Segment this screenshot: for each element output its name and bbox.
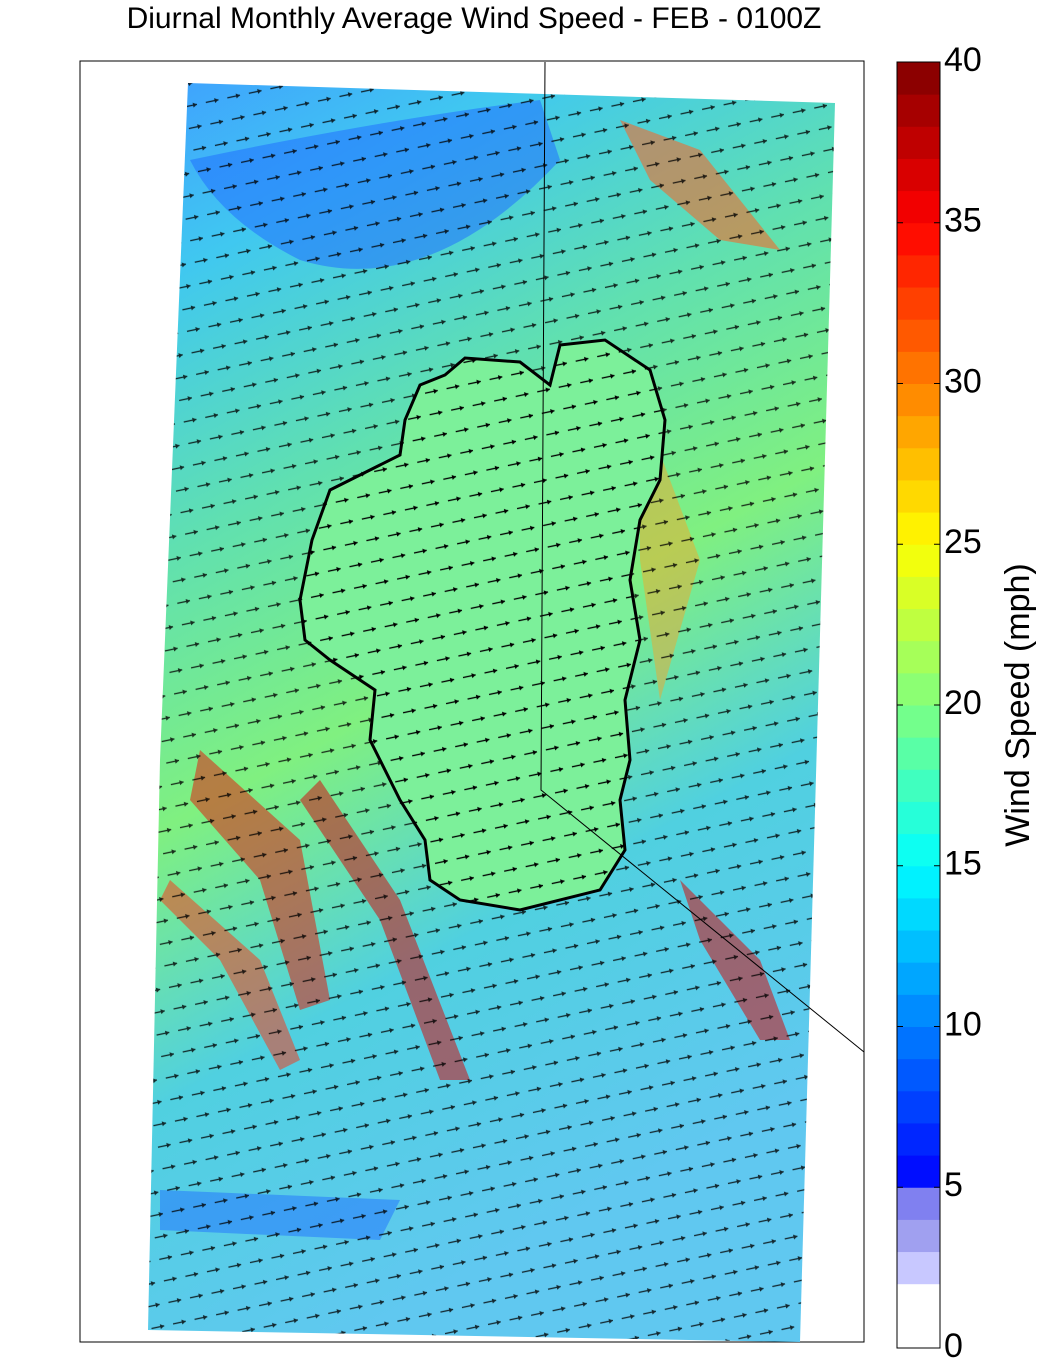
colorbar-segment — [897, 672, 940, 706]
colorbar-tick-label: 10 — [944, 1005, 982, 1043]
colorbar-segment — [897, 351, 940, 384]
colorbar-segment — [897, 833, 940, 867]
colorbar-segment — [897, 1251, 940, 1285]
wind-field — [148, 83, 835, 1342]
colorbar-tick-label: 20 — [944, 684, 982, 722]
colorbar-segment — [897, 479, 940, 513]
colorbar-segment — [897, 1090, 940, 1124]
colorbar-segment — [897, 897, 940, 931]
colorbar-segment — [897, 1122, 940, 1156]
colorbar-segment — [897, 447, 940, 481]
colorbar-segment — [897, 994, 940, 1027]
colorbar-segment — [897, 512, 940, 545]
colorbar-segment — [897, 287, 940, 320]
colorbar-tick-label: 25 — [944, 523, 982, 561]
colorbar-segment — [897, 1219, 940, 1253]
colorbar-segment — [897, 62, 940, 95]
state-border — [540, 61, 865, 1053]
colorbar-segment — [897, 415, 940, 449]
colorbar-segment — [897, 158, 940, 192]
colorbar-segment — [897, 705, 940, 738]
colorbar-segment — [897, 383, 940, 417]
colorbar-segment — [897, 1155, 940, 1188]
colorbar-segment — [897, 319, 940, 352]
colorbar-tick-label: 35 — [944, 202, 982, 240]
chart-title: Diurnal Monthly Average Wind Speed - FEB… — [127, 2, 822, 35]
colorbar: 0 5 10 15 20 25 30 35 40 — [896, 41, 982, 1365]
colorbar-segment — [897, 769, 940, 802]
colorbar-segment — [897, 962, 940, 995]
colorbar-tick-label: 5 — [944, 1166, 963, 1204]
colorbar-segment — [897, 190, 940, 224]
colorbar-segment — [897, 1187, 940, 1220]
colorbar-segment — [897, 126, 940, 159]
colorbar-segment — [897, 222, 940, 256]
colorbar-segment — [897, 94, 940, 127]
colorbar-tick-label: 30 — [944, 362, 982, 400]
colorbar-segment — [897, 254, 940, 288]
colorbar-segment — [897, 865, 940, 899]
colorbar-segment — [897, 737, 940, 770]
colorbar-segment — [897, 544, 940, 577]
colorbar-tick-label: 15 — [944, 845, 982, 883]
colorbar-segment — [897, 576, 940, 610]
colorbar-segment — [897, 930, 940, 963]
colorbar-segment — [897, 608, 940, 642]
colorbar-label: Wind Speed (mph) — [999, 563, 1037, 846]
lake-vectors — [300, 340, 665, 910]
colorbar-segment — [897, 1026, 940, 1060]
colorbar-segment — [897, 1058, 940, 1092]
colorbar-segment — [897, 1283, 940, 1317]
colorbar-segment — [897, 1315, 940, 1349]
colorbar-tick-label: 0 — [944, 1327, 963, 1362]
colorbar-segment — [897, 640, 940, 674]
colorbar-segment — [897, 801, 940, 835]
colorbar-tick-label: 40 — [944, 41, 982, 79]
